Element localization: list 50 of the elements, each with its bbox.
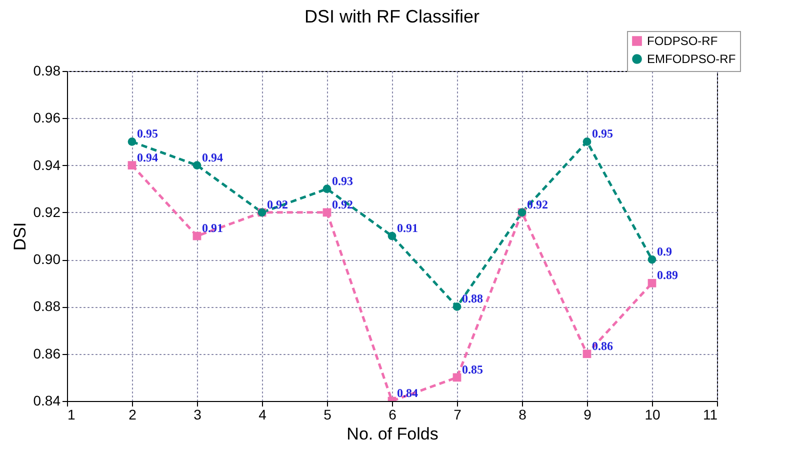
data-label: 0.95 — [137, 126, 158, 141]
point — [322, 184, 332, 194]
data-label: 0.93 — [332, 174, 353, 188]
y-tick-label: 0.94 — [33, 156, 61, 173]
point — [452, 373, 462, 382]
x-tick-label: 2 — [128, 406, 137, 422]
data-label: 0.94 — [137, 150, 158, 164]
point — [648, 255, 656, 264]
point — [582, 138, 592, 146]
point — [128, 138, 136, 146]
point — [582, 350, 592, 358]
data-label: 0.91 — [397, 221, 418, 235]
x-tick-label: 7 — [454, 406, 462, 422]
x-tick-label: 6 — [388, 406, 397, 422]
point — [192, 161, 202, 170]
legend-label: EMFODPSO-RF — [647, 52, 736, 66]
y-tick-label: 0.90 — [33, 251, 61, 268]
x-tick-label: 8 — [518, 406, 527, 422]
point — [128, 161, 136, 170]
x-tick-label: 9 — [584, 406, 592, 422]
point — [388, 232, 396, 240]
data-label: 0.88 — [462, 292, 483, 306]
x-tick-label: 5 — [324, 406, 332, 422]
y-tick-label: 0.86 — [33, 345, 61, 362]
data-label: 0.89 — [657, 268, 678, 282]
x-tick-label: 4 — [258, 406, 267, 422]
y-tick-label: 0.92 — [33, 204, 61, 220]
data-label: 0.92 — [527, 197, 548, 212]
data-label: 0.85 — [462, 362, 483, 376]
y-tick-label: 0.88 — [33, 298, 61, 314]
data-label: 0.95 — [592, 126, 613, 141]
point — [452, 302, 462, 311]
y-axis-title: DSI — [10, 222, 30, 251]
x-tick-label: 10 — [644, 406, 660, 422]
legend-label: FODPSO-RF — [647, 34, 718, 48]
x-tick-label: 11 — [702, 406, 718, 422]
data-label: 0.86 — [592, 338, 613, 353]
y-tick-label: 0.84 — [33, 392, 61, 408]
data-label: 0.9 — [657, 244, 672, 259]
data-label: 0.92 — [332, 197, 353, 212]
y-tick-label: 0.96 — [33, 110, 61, 126]
data-label: 0.94 — [202, 150, 223, 164]
chart-title: DSI with RF Classifier — [304, 6, 480, 26]
x-tick-label: 1 — [68, 406, 76, 422]
x-tick-label: 3 — [194, 406, 202, 422]
y-tick-label: 0.98 — [33, 62, 61, 78]
point — [648, 278, 656, 288]
point — [322, 208, 332, 217]
x-axis-title: No. of Folds — [346, 424, 438, 444]
point — [192, 232, 202, 240]
